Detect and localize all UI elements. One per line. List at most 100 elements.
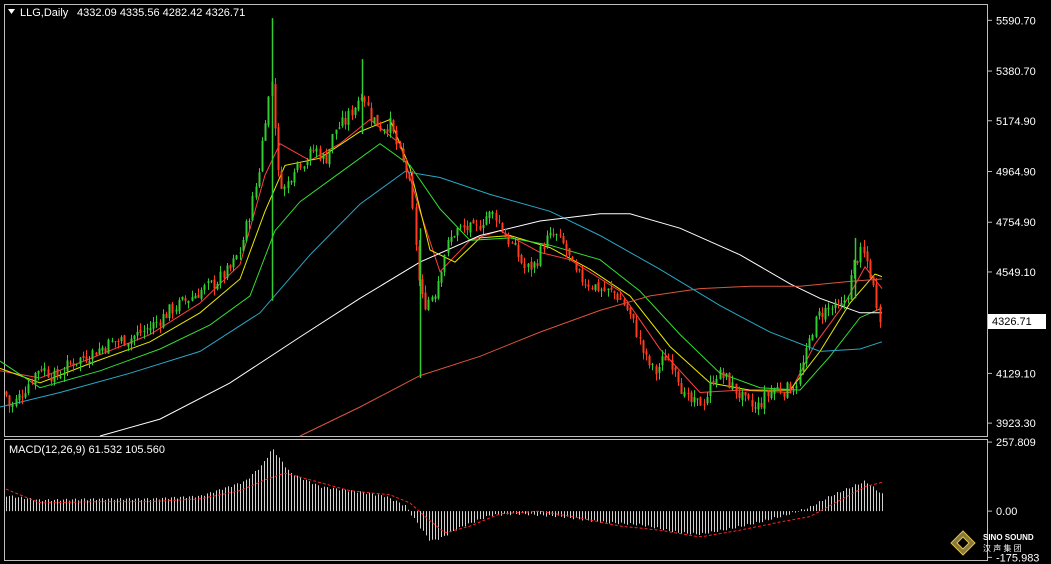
candle-body [667, 358, 670, 361]
candle-body [821, 312, 824, 318]
candle-body [130, 338, 133, 344]
candle-body [351, 109, 354, 116]
candle-body [178, 299, 181, 312]
candle-body [770, 391, 773, 399]
candle-body [306, 161, 309, 166]
candle-body [91, 350, 94, 360]
candle-body [258, 172, 261, 187]
candle-body [498, 220, 501, 222]
candle-body [143, 330, 146, 333]
candle-body [383, 129, 386, 131]
candle-body [639, 336, 642, 339]
macd-label: MACD(12,26,9) 61.532 105.560 [9, 444, 165, 456]
candle-body [459, 226, 462, 228]
candle-body [367, 102, 370, 106]
candle-body [690, 392, 693, 403]
candle-body [482, 224, 485, 229]
candle-body [344, 117, 347, 125]
candle-body [827, 307, 830, 310]
candle-body [715, 378, 718, 384]
candle-body [386, 129, 389, 132]
price-tick-label: 4129.10 [996, 368, 1036, 380]
candle-body [450, 236, 453, 242]
macd-tick-label: -175.983 [996, 552, 1039, 564]
candle-body [811, 335, 814, 341]
price-panel[interactable] [4, 4, 988, 437]
candle-body [283, 186, 286, 190]
candle-body [303, 166, 306, 169]
macd-panel[interactable] [4, 439, 988, 561]
candle-body [453, 236, 456, 238]
candle-body [175, 309, 178, 312]
candle-body [309, 148, 312, 161]
candle-body [210, 280, 213, 282]
candle-body [127, 343, 130, 347]
candle-body [24, 393, 27, 398]
candle-body [735, 383, 738, 394]
candle-body [469, 222, 472, 233]
candle-body [578, 269, 581, 271]
candles [5, 18, 882, 415]
candle-body [655, 366, 658, 375]
candle-body [299, 163, 302, 168]
candle-body [501, 223, 504, 232]
candle-body [216, 283, 219, 290]
candle-body [616, 293, 619, 301]
candle-body [539, 246, 542, 266]
macd-series [5, 449, 883, 541]
candle-body [149, 328, 152, 331]
candle-body [139, 329, 142, 334]
price-tick-label: 4964.90 [996, 167, 1036, 179]
candle-body [549, 232, 552, 236]
candle-body [251, 195, 254, 221]
candle-body [536, 263, 539, 267]
logo-brand: SINO SOUND [983, 533, 1034, 542]
candle-body [728, 372, 731, 389]
candle-body [82, 355, 85, 358]
candle-body [642, 340, 645, 353]
candle-body [543, 247, 546, 249]
candle-body [632, 313, 635, 319]
candle-body [671, 359, 674, 370]
candle-body [232, 258, 235, 268]
candle-body [559, 234, 562, 236]
candle-body [815, 316, 818, 337]
candle-body [517, 244, 520, 257]
candle-body [546, 235, 549, 248]
candle-body [520, 254, 523, 263]
candle-body [354, 107, 357, 115]
candle-body [107, 339, 110, 354]
candle-body [603, 287, 606, 292]
candle-body [245, 221, 248, 241]
candle-body [712, 380, 715, 384]
candle-body [31, 381, 34, 384]
candle-body [744, 392, 747, 396]
price-tick-label: 5174.90 [996, 116, 1036, 128]
candle-body [514, 242, 517, 245]
candle-body [495, 212, 498, 221]
candle-body [626, 304, 629, 310]
candle-body [370, 107, 373, 121]
candle-body [133, 335, 136, 339]
candle-body [600, 289, 603, 291]
candle-body [859, 247, 862, 263]
dropdown-triangle-icon[interactable] [8, 9, 15, 14]
candle-body [200, 289, 203, 299]
candle-body [293, 172, 296, 183]
candle-body [591, 288, 594, 290]
candle-body [203, 285, 206, 290]
candle-body [511, 242, 514, 244]
candle-body [11, 403, 14, 407]
candle-body [59, 376, 62, 379]
candle-body [757, 402, 760, 410]
candle-body [587, 284, 590, 287]
candle-body [843, 300, 846, 303]
candle-body [322, 153, 325, 159]
candle-body [571, 256, 574, 261]
candle-body [21, 396, 24, 398]
candle-body [491, 211, 494, 215]
candle-body [415, 207, 418, 245]
candle-body [645, 351, 648, 355]
candle-body [75, 363, 78, 365]
